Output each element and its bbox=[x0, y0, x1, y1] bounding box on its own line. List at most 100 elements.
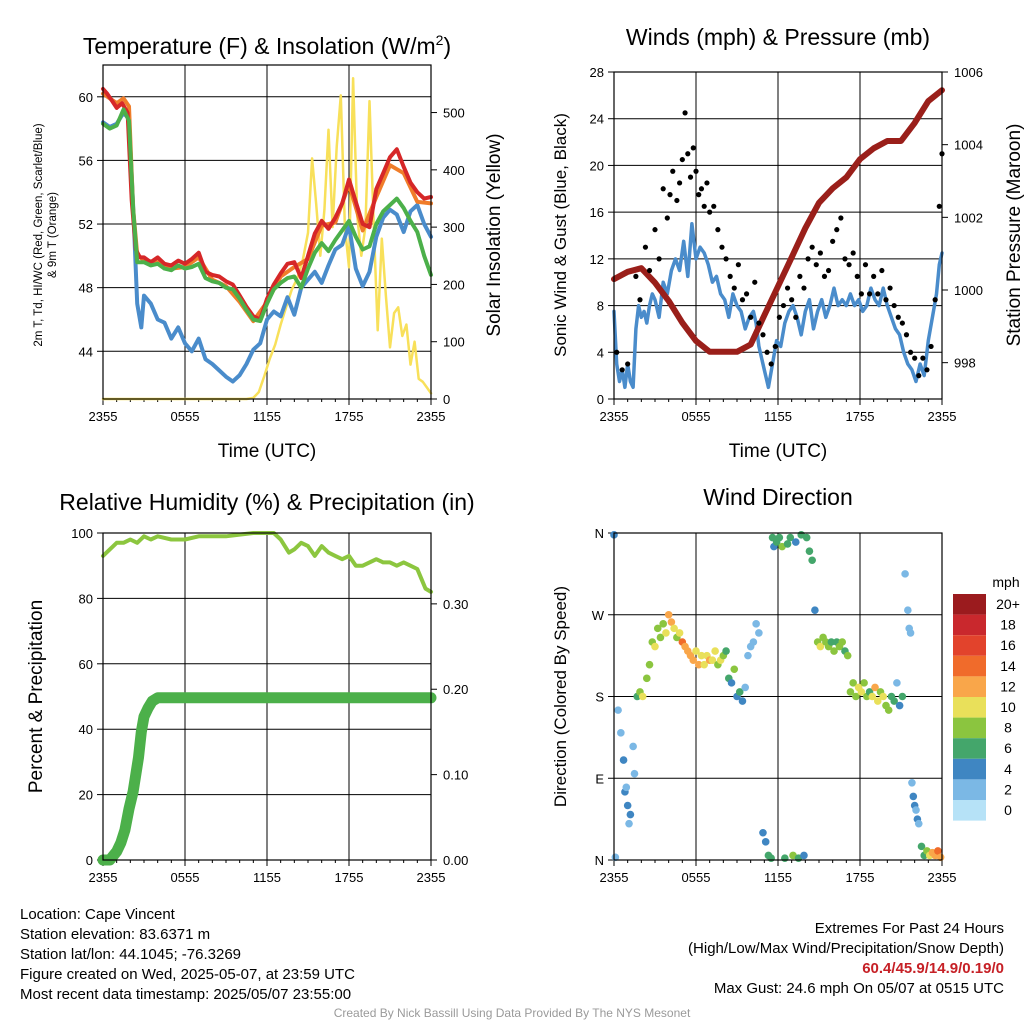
direction-point bbox=[697, 651, 706, 660]
x-tick-label: 2355 bbox=[600, 870, 629, 885]
direction-point bbox=[884, 706, 893, 714]
direction-point bbox=[675, 629, 684, 637]
legend-label: 16 bbox=[1000, 637, 1016, 653]
extremes-values: 60.4/45.9/14.9/0.19/0 bbox=[862, 960, 1004, 977]
y-tick-label: 24 bbox=[590, 112, 604, 127]
gust-point bbox=[693, 168, 699, 174]
gust-point bbox=[646, 267, 653, 274]
direction-point bbox=[619, 756, 628, 764]
direction-point bbox=[617, 729, 625, 737]
direction-point bbox=[662, 629, 670, 637]
x-tick-label: 2355 bbox=[417, 870, 446, 885]
x-tick-label: 1155 bbox=[764, 870, 792, 885]
y2-tick-label: 1002 bbox=[954, 210, 983, 225]
station-elevation: Station elevation: 83.6371 m bbox=[20, 926, 211, 943]
gust-point bbox=[642, 244, 649, 250]
y-tick-label: N bbox=[595, 526, 604, 541]
direction-point bbox=[670, 624, 678, 633]
legend-label: 2 bbox=[1004, 781, 1012, 797]
gust-point bbox=[801, 285, 807, 291]
y-tick-label: 12 bbox=[590, 252, 604, 267]
direction-point bbox=[752, 620, 760, 628]
y2-tick-label: 300 bbox=[443, 220, 465, 235]
gust-point bbox=[776, 314, 782, 320]
plot-border bbox=[102, 532, 432, 861]
y2-tick-label: 400 bbox=[443, 163, 465, 178]
legend-swatch bbox=[953, 758, 986, 780]
x-tick-label: 1755 bbox=[335, 870, 364, 885]
y2-tick-label: 998 bbox=[954, 356, 976, 371]
y2-tick-label: 0 bbox=[443, 392, 450, 407]
gust-point bbox=[748, 314, 754, 320]
gust-point bbox=[614, 349, 620, 355]
y-axis-label: 2m T, Td, HI/WC (Red, Green, Scarlet/Blu… bbox=[33, 123, 45, 346]
humidity-chart: 2355 0555 1155 1755 2355 0 20 40 60 80 100 0.00 0.10… bbox=[26, 489, 475, 885]
y2-tick-label: 0.30 bbox=[443, 597, 468, 612]
gust-point bbox=[875, 291, 881, 297]
legend-label: 6 bbox=[1004, 740, 1012, 756]
extremes-title: Extremes For Past 24 Hours bbox=[814, 920, 1004, 937]
y-tick-label: 80 bbox=[79, 591, 93, 606]
x-tick-label: 1755 bbox=[335, 409, 364, 424]
direction-point bbox=[893, 679, 901, 687]
credit-line: Created By Nick Bassill Using Data Provi… bbox=[333, 1006, 691, 1020]
y-tick-label: 20 bbox=[590, 158, 604, 173]
chart-title: Relative Humidity (%) & Precipitation (i… bbox=[59, 489, 474, 515]
chart-title: Temperature (F) & Insolation (W/m2) bbox=[83, 32, 451, 59]
gust-point bbox=[679, 156, 685, 163]
gust-point bbox=[825, 267, 832, 274]
gust-point bbox=[756, 320, 762, 326]
direction-point bbox=[667, 618, 676, 626]
y-axis-label: Percent & Precipitation bbox=[26, 600, 47, 793]
legend-label: 12 bbox=[1000, 678, 1016, 694]
gust-point bbox=[850, 250, 856, 256]
station-latlon: Station lat/lon: 44.1045; -76.3269 bbox=[20, 946, 242, 963]
direction-point bbox=[775, 533, 784, 542]
y2-tick-label: 0.10 bbox=[443, 768, 468, 783]
y-tick-label: 16 bbox=[590, 205, 604, 220]
direction-point bbox=[689, 656, 698, 664]
y2-tick-label: 100 bbox=[443, 335, 465, 350]
x-tick-label: 2355 bbox=[928, 409, 957, 424]
gust-point bbox=[830, 238, 836, 244]
gust-point bbox=[813, 262, 819, 268]
y-tick-label: 0 bbox=[597, 392, 604, 407]
direction-point bbox=[629, 742, 637, 751]
direction-point bbox=[744, 651, 752, 660]
gust-point bbox=[834, 227, 840, 233]
gust-point bbox=[667, 192, 673, 198]
direction-point bbox=[623, 801, 632, 810]
gust-point bbox=[656, 256, 662, 262]
gust-point bbox=[731, 285, 737, 291]
gust-point bbox=[883, 297, 889, 303]
direction-point bbox=[917, 842, 926, 851]
gust-point bbox=[674, 197, 680, 204]
y-tick-label: S bbox=[595, 690, 604, 705]
gust-point bbox=[817, 250, 823, 256]
gust-point bbox=[854, 273, 860, 279]
direction-point bbox=[846, 688, 855, 696]
direction-point bbox=[811, 606, 819, 615]
x-tick-label: 0555 bbox=[682, 409, 711, 424]
gust-point bbox=[821, 273, 828, 279]
x-tick-label: 0555 bbox=[682, 870, 711, 885]
gust-point bbox=[842, 256, 848, 262]
series-dewpoint bbox=[101, 107, 433, 324]
legend-swatch bbox=[953, 655, 986, 677]
direction-point bbox=[906, 629, 915, 637]
y2-tick-label: 500 bbox=[443, 106, 465, 121]
gust-point bbox=[715, 227, 721, 233]
legend-swatch bbox=[953, 635, 986, 656]
y-tick-label: 100 bbox=[71, 526, 93, 541]
direction-point bbox=[852, 692, 860, 701]
x-tick-label: 2355 bbox=[89, 870, 118, 885]
direction-point bbox=[614, 706, 622, 714]
gust-point bbox=[891, 302, 897, 309]
x-axis-label: Time (UTC) bbox=[218, 441, 317, 462]
direction-point bbox=[727, 679, 736, 687]
chart-title: Wind Direction bbox=[703, 484, 853, 510]
legend-label: 18 bbox=[1000, 617, 1016, 633]
figure-created: Figure created on Wed, 2025-05-07, at 23… bbox=[20, 966, 355, 983]
direction-point bbox=[860, 679, 868, 687]
legend-title: mph bbox=[992, 574, 1019, 590]
